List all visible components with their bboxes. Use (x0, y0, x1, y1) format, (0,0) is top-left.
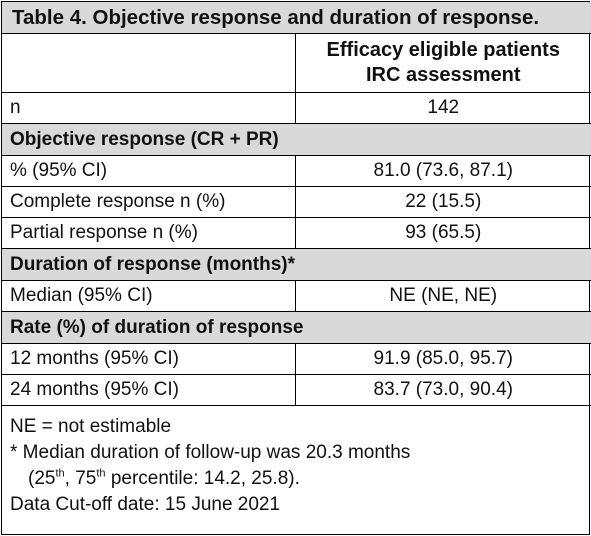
table-row: Median (95% CI) NE (NE, NE) (2, 280, 591, 312)
table-header-row: Efficacy eligible patients IRC assessmen… (2, 33, 591, 93)
header-line-2: IRC assessment (365, 64, 521, 86)
header-empty-cell (2, 33, 296, 93)
footnote-percentiles: (25th, 75th percentile: 14.2, 25.8). (10, 466, 583, 492)
row-value: 91.9 (85.0, 95.7) (294, 343, 591, 375)
row-value: 93 (65.5) (294, 217, 591, 249)
percentile-open: (25 (28, 468, 56, 489)
row-label: n (2, 92, 296, 124)
section-heading: Duration of response (months)* (2, 248, 591, 281)
row-value: 22 (15.5) (294, 186, 591, 218)
footnote-ne: NE = not estimable (10, 416, 172, 437)
table-row: % (95% CI) 81.0 (73.6, 87.1) (2, 155, 591, 187)
section-duration-of-response: Duration of response (months)* (2, 248, 591, 281)
header-column-efficacy: Efficacy eligible patients IRC assessmen… (294, 33, 591, 93)
percentile-close: percentile: 14.2, 25.8). (105, 468, 300, 489)
section-objective-response: Objective response (CR + PR) (2, 123, 591, 156)
superscript-th-1: th (55, 467, 65, 480)
table-caption-row: Table 4. Objective response and duration… (2, 2, 591, 34)
table-caption: Table 4. Objective response and duration… (2, 2, 591, 34)
row-value: 81.0 (73.6, 87.1) (294, 155, 591, 187)
row-label: % (95% CI) (2, 155, 296, 187)
superscript-th-2: th (96, 467, 106, 480)
row-value: 83.7 (73.0, 90.4) (294, 374, 591, 406)
footnotes-row: NE = not estimable * Median duration of … (2, 405, 591, 518)
footnote-cutoff: Data Cut-off date: 15 June 2021 (10, 494, 281, 515)
row-value: 142 (294, 92, 591, 124)
footnote-median: * Median duration of follow-up was 20.3 … (10, 442, 411, 463)
header-line-1: Efficacy eligible patients (326, 39, 560, 61)
percentile-mid: , 75 (64, 468, 97, 489)
section-heading: Objective response (CR + PR) (2, 123, 591, 156)
row-label: Partial response n (%) (2, 217, 296, 249)
row-label: Complete response n (%) (2, 186, 296, 218)
row-label: 12 months (95% CI) (2, 343, 296, 375)
results-table: Table 4. Objective response and duration… (2, 2, 591, 518)
table-row: Complete response n (%) 22 (15.5) (2, 186, 591, 218)
footnotes: NE = not estimable * Median duration of … (2, 405, 591, 518)
section-heading: Rate (%) of duration of response (2, 311, 591, 344)
section-rate-duration: Rate (%) of duration of response (2, 311, 591, 344)
table-row: 12 months (95% CI) 91.9 (85.0, 95.7) (2, 343, 591, 375)
table-row-n: n 142 (2, 92, 591, 124)
table-row: 24 months (95% CI) 83.7 (73.0, 90.4) (2, 374, 591, 406)
table-row: Partial response n (%) 93 (65.5) (2, 217, 591, 249)
row-value: NE (NE, NE) (294, 280, 591, 312)
row-label: 24 months (95% CI) (2, 374, 296, 406)
row-label: Median (95% CI) (2, 280, 296, 312)
